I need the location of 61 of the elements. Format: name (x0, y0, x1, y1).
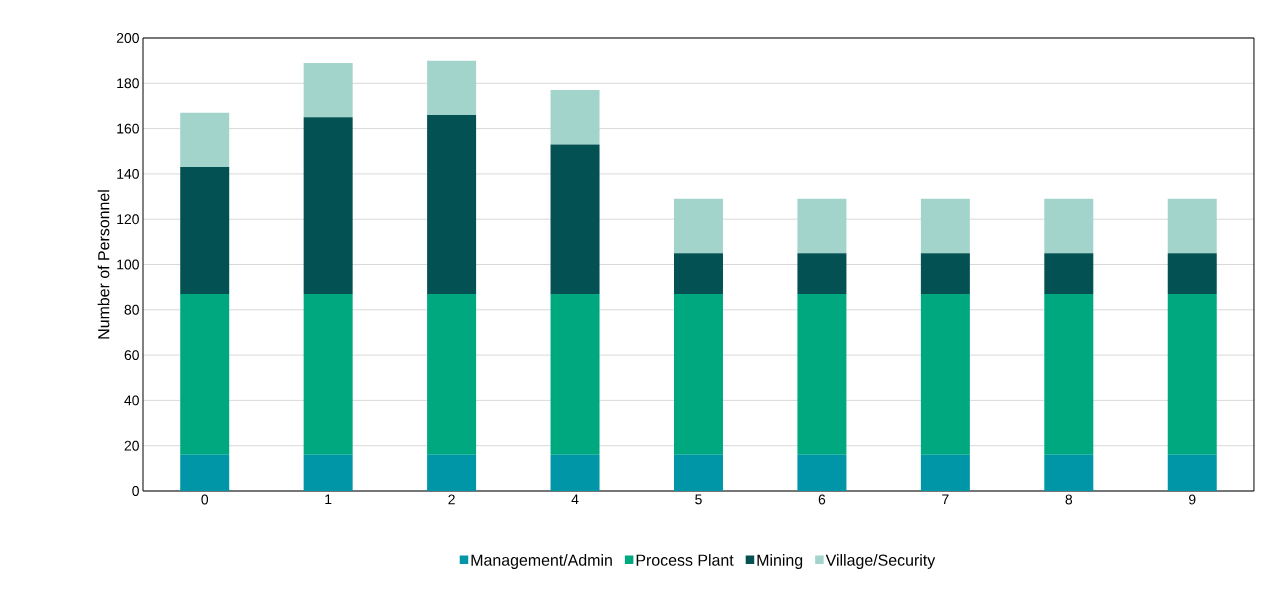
bar (427, 60, 477, 116)
bar (673, 293, 723, 455)
bar (427, 293, 477, 455)
x-tick-label: 1 (325, 494, 332, 505)
bar (180, 167, 230, 294)
bar (180, 112, 230, 168)
bar (427, 454, 477, 491)
bar (1044, 293, 1094, 455)
bar (427, 115, 477, 294)
bar (920, 253, 970, 294)
bar (1044, 198, 1094, 254)
y-tick-label: 200 (116, 33, 139, 43)
y-tick-label: 180 (117, 78, 139, 89)
x-tick-label: 4 (571, 494, 579, 505)
y-axis-title: Number of Personnel (97, 190, 110, 339)
y-tick-label: 100 (117, 259, 139, 270)
bar (797, 293, 847, 455)
bar (797, 454, 847, 491)
bar (550, 454, 600, 491)
bar (673, 253, 723, 294)
bar (550, 293, 600, 455)
bar (920, 198, 970, 254)
y-tick-label: 60 (124, 350, 139, 361)
bar (673, 454, 723, 491)
x-tick-label: 7 (942, 494, 949, 505)
legend-label: Management/Admin (471, 554, 612, 569)
legend-label: Village/Security (825, 554, 936, 569)
x-tick-label: 5 (695, 494, 702, 505)
legend-label: Process Plant (636, 554, 734, 566)
bar (180, 293, 230, 455)
bar (550, 90, 600, 145)
bar (1044, 253, 1094, 294)
y-tick-label: 40 (124, 395, 139, 406)
y-tick-label: 160 (117, 123, 139, 134)
bar (1167, 454, 1217, 491)
x-tick-label: 2 (448, 494, 455, 505)
x-tick-label: 0 (201, 494, 209, 505)
x-tick-label: 8 (1065, 494, 1073, 505)
bar (303, 454, 353, 491)
bar (303, 62, 353, 118)
bar (303, 293, 353, 455)
bar (1044, 454, 1094, 491)
bar (550, 144, 600, 294)
y-tick-label: 120 (117, 214, 139, 225)
bar (797, 198, 847, 254)
y-tick-label: 20 (124, 440, 139, 451)
y-tick-label: 80 (124, 304, 139, 315)
bar (303, 117, 353, 294)
bar (797, 253, 847, 294)
bar (673, 198, 723, 254)
legend-label: Mining (757, 554, 803, 569)
bar (180, 454, 230, 491)
bar (1167, 198, 1217, 254)
bar (920, 454, 970, 491)
y-tick-label: 0 (132, 486, 139, 496)
bar (1167, 253, 1217, 294)
x-tick-label: 9 (1189, 494, 1196, 505)
x-tick-label: 6 (818, 494, 826, 505)
bar (920, 293, 970, 455)
bar (1167, 293, 1217, 455)
y-tick-label: 140 (117, 168, 139, 179)
